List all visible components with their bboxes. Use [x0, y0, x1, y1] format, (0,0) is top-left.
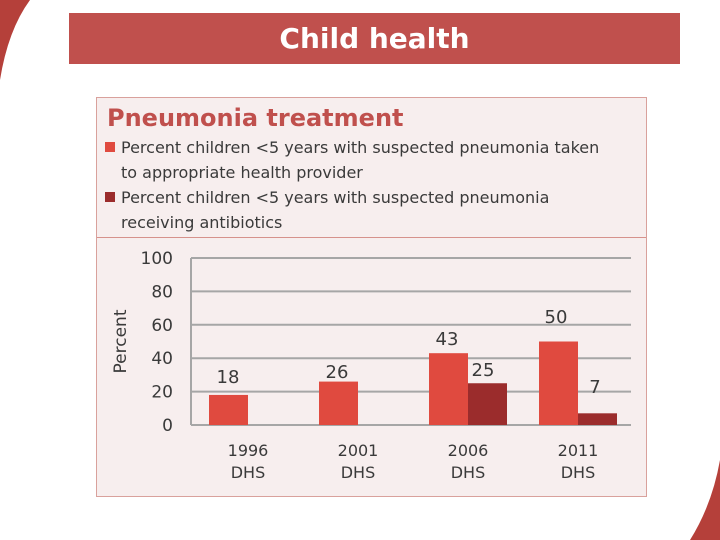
legend-line: to appropriate health provider: [121, 163, 363, 182]
title-banner: Child health: [69, 13, 680, 64]
legend-line: Percent children <5 years with suspected…: [121, 188, 550, 207]
data-label: 50: [545, 307, 568, 328]
legend-swatch-antibiotics: [105, 192, 115, 202]
data-label: 26: [326, 362, 349, 383]
legend-item-provider: Percent children <5 years with suspected…: [105, 135, 645, 185]
corner-decoration-top-left: [0, 0, 30, 80]
x-tick-label: DHS: [231, 463, 266, 482]
corner-decoration-bottom-right: [690, 460, 720, 540]
chart-panel: Pneumonia treatment Percent children <5 …: [96, 97, 647, 497]
y-tick-label: 40: [151, 349, 173, 369]
bar-antibiotics: [578, 413, 617, 425]
legend-line: Percent children <5 years with suspected…: [121, 138, 600, 157]
legend-line: receiving antibiotics: [121, 213, 283, 232]
x-tick-label: 2011: [558, 441, 599, 460]
x-tick-label: 2006: [448, 441, 489, 460]
bar-provider: [319, 381, 358, 425]
y-tick-label: 100: [141, 249, 173, 269]
legend-item-antibiotics: Percent children <5 years with suspected…: [105, 185, 645, 235]
x-tick-label: 2001: [338, 441, 379, 460]
legend-text-antibiotics: Percent children <5 years with suspected…: [121, 185, 621, 235]
y-axis-label: Percent: [111, 309, 131, 373]
chart-title: Pneumonia treatment: [107, 104, 404, 132]
chart-header: Pneumonia treatment Percent children <5 …: [97, 98, 646, 238]
y-tick-label: 0: [162, 416, 173, 436]
bar-chart: 0 20 40 60 80 100 Percent 18 26 43 50 25 7 1996 DHS 200…: [111, 249, 631, 482]
x-tick-label: DHS: [341, 463, 376, 482]
y-tick-label: 60: [151, 316, 173, 336]
bar-provider: [429, 353, 468, 425]
legend-swatch-provider: [105, 142, 115, 152]
bar-antibiotics: [468, 383, 507, 425]
data-label: 18: [217, 367, 240, 388]
x-tick-label: 1996: [228, 441, 269, 460]
y-tick-label: 20: [151, 383, 173, 403]
bar-provider: [539, 341, 578, 425]
data-label: 43: [436, 329, 459, 350]
y-tick-label: 80: [151, 282, 173, 302]
data-label: 7: [589, 377, 600, 398]
data-label: 25: [472, 360, 495, 381]
slide-title: Child health: [279, 22, 470, 55]
x-tick-label: DHS: [561, 463, 596, 482]
x-tick-label: DHS: [451, 463, 486, 482]
legend-text-provider: Percent children <5 years with suspected…: [121, 135, 621, 185]
bar-provider: [209, 394, 248, 425]
